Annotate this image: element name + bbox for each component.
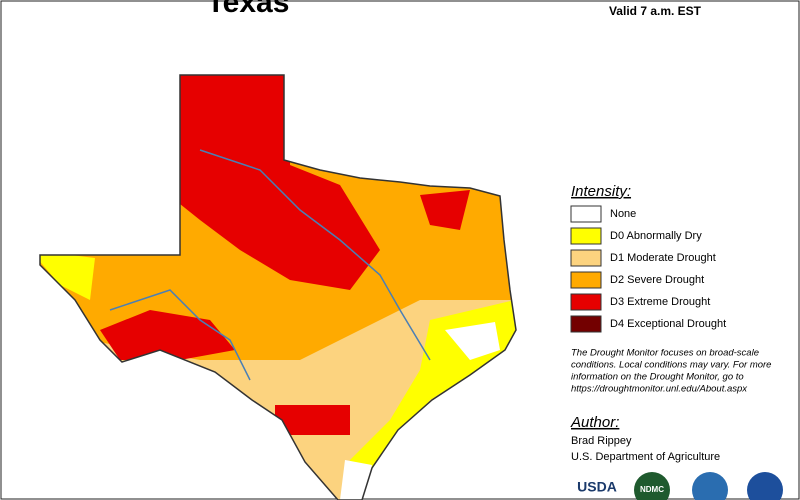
legend-swatch [570, 315, 602, 333]
logo-doc [692, 472, 728, 500]
legend: None D0 Abnormally Dry D1 Moderate Drought… [570, 205, 726, 333]
valid-time: Valid 7 a.m. EST [609, 4, 702, 18]
legend-swatch [570, 227, 602, 245]
legend-swatch [570, 271, 602, 289]
logo-ndmc: NDMC [640, 485, 664, 494]
legend-label: None [610, 208, 636, 220]
legend-label: D3 Extreme Drought [610, 296, 710, 308]
logo-ndmc-badge [634, 472, 670, 500]
legend-swatch [570, 205, 602, 223]
note-line: The Drought Monitor focuses on broad-sca… [571, 348, 759, 359]
legend-label: D1 Moderate Drought [610, 252, 716, 264]
rivers [109, 149, 431, 381]
map-title: Texas [207, 0, 290, 19]
legend-label: D2 Severe Drought [610, 274, 704, 286]
note-line: information on the Drought Monitor, go t… [571, 372, 744, 383]
legend-swatch [570, 249, 602, 267]
legend-title: Intensity: [571, 183, 631, 200]
legend-label: D4 Exceptional Drought [610, 318, 726, 330]
logo-noaa [747, 472, 783, 500]
author-org: U.S. Department of Agriculture [571, 451, 720, 463]
note-line: https://droughtmonitor.unl.edu/About.asp… [571, 384, 748, 395]
note: The Drought Monitor focuses on broad-sca… [571, 348, 771, 395]
drought-areas [40, 75, 516, 500]
legend-label: D0 Abnormally Dry [610, 230, 702, 242]
author-title: Author: [570, 414, 619, 431]
logo-usda: USDA [577, 479, 617, 495]
legend-swatch [570, 293, 602, 311]
note-line: conditions. Local conditions may vary. F… [571, 360, 771, 371]
author-name: Brad Rippey [571, 435, 632, 447]
